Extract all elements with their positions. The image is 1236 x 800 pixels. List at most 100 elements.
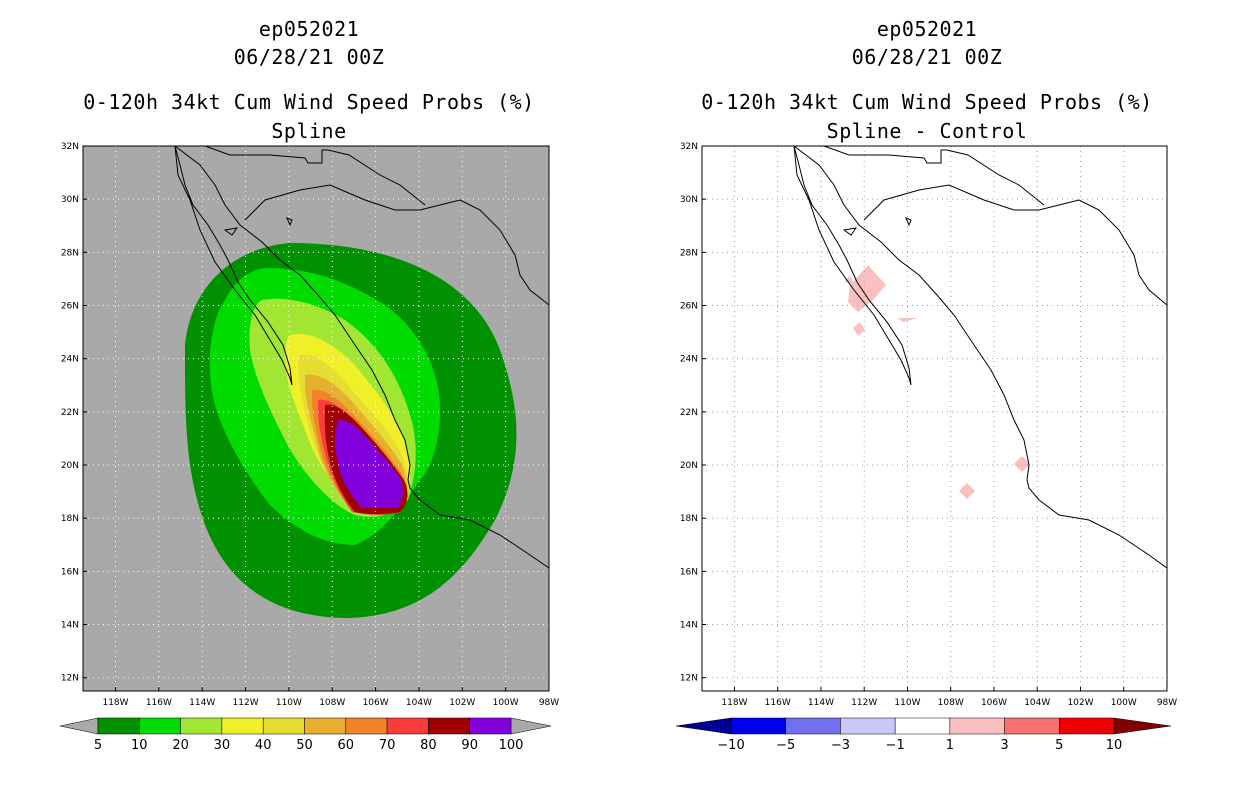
tick-label-y: 18N bbox=[61, 514, 79, 524]
colorbar-label: 80 bbox=[420, 738, 437, 753]
colorbar-label: −10 bbox=[717, 738, 744, 753]
colorbar-label: 60 bbox=[338, 738, 355, 753]
colorbar-swatch bbox=[894, 717, 951, 735]
tick-label-y: 26N bbox=[680, 302, 698, 312]
chart-title: 0-120h 34kt Cum Wind Speed Probs (%) bbox=[83, 90, 535, 114]
tick-label-y: 20N bbox=[61, 461, 79, 471]
difference-contours bbox=[844, 265, 1030, 499]
tick-label-x: 114W bbox=[189, 698, 215, 708]
colorbar-high-triangle bbox=[1113, 717, 1172, 735]
colorbar-swatch bbox=[386, 717, 429, 735]
tick-label-y: 32N bbox=[61, 142, 79, 152]
colorbar-label: 1 bbox=[946, 738, 954, 753]
diff-patch-diamond-2 bbox=[959, 483, 975, 499]
colorbar-swatch bbox=[730, 717, 786, 735]
tick-label-y: 12N bbox=[61, 674, 79, 684]
datetime: 06/28/21 00Z bbox=[851, 45, 1003, 69]
gridlines bbox=[83, 146, 549, 691]
datetime: 06/28/21 00Z bbox=[233, 45, 385, 69]
plot-frame bbox=[82, 145, 550, 692]
tick-label-x: 118W bbox=[721, 698, 747, 708]
x-axis-ticks: 118W 116W 114W 112W 110W 108W 106W 104W 102W 100W… bbox=[102, 687, 559, 708]
colorbar-low-triangle bbox=[675, 717, 732, 735]
colorbar-swatch bbox=[180, 717, 223, 735]
colorbar-swatch bbox=[1004, 717, 1060, 735]
colorbar-swatch bbox=[1059, 717, 1115, 735]
colorbar-swatch bbox=[221, 717, 264, 735]
tick-label-y: 14N bbox=[61, 621, 79, 631]
tick-label-y: 28N bbox=[61, 248, 79, 258]
storm-id: ep052021 bbox=[258, 17, 360, 41]
tick-label-y: 22N bbox=[680, 408, 698, 418]
tick-label-y: 18N bbox=[680, 514, 698, 524]
tick-label-y: 30N bbox=[61, 195, 79, 205]
tick-label-x: 104W bbox=[406, 698, 432, 708]
tick-label-x: 102W bbox=[449, 698, 475, 708]
tick-label-x: 106W bbox=[981, 698, 1007, 708]
colorbar-label: 10 bbox=[131, 738, 148, 753]
tick-label-x: 100W bbox=[1111, 698, 1137, 708]
diff-patch-diamond-1 bbox=[1014, 456, 1030, 472]
tick-label-x: 110W bbox=[276, 698, 302, 708]
gridlines bbox=[702, 146, 1167, 691]
diff-patch-sliver bbox=[898, 318, 918, 322]
tick-label-y: 26N bbox=[61, 302, 79, 312]
colorbar-label: 5 bbox=[94, 738, 102, 753]
map-background bbox=[702, 146, 1167, 691]
diff-patch-small-1 bbox=[853, 322, 865, 336]
colorbar-label: 30 bbox=[214, 738, 231, 753]
tick-label-y: 32N bbox=[680, 142, 698, 152]
tick-label-x: 112W bbox=[851, 698, 877, 708]
colorbar: 5 10 20 30 40 50 60 70 80 90 100 bbox=[59, 717, 552, 753]
colorbar-label: −1 bbox=[886, 738, 905, 753]
tick-label-x: 110W bbox=[894, 698, 920, 708]
colorbar-high-triangle bbox=[510, 717, 552, 735]
tick-label-y: 16N bbox=[61, 567, 79, 577]
colorbar-swatch bbox=[428, 717, 470, 735]
colorbar-swatch bbox=[345, 717, 388, 735]
tick-label-y: 14N bbox=[680, 621, 698, 631]
colorbar-label: 90 bbox=[461, 738, 478, 753]
colorbar-label: 5 bbox=[1055, 738, 1063, 753]
colorbar-swatch bbox=[840, 717, 896, 735]
tick-label-x: 108W bbox=[938, 698, 964, 708]
tick-label-x: 108W bbox=[319, 698, 345, 708]
diff-patch-small-2 bbox=[844, 276, 854, 284]
tick-label-x: 98W bbox=[539, 698, 559, 708]
colorbar-swatch bbox=[469, 717, 512, 735]
tick-label-x: 118W bbox=[102, 698, 128, 708]
colorbar-label: −5 bbox=[776, 738, 795, 753]
chart-panel-spline-control: ep052021 06/28/21 00Z 0-120h 34kt Cum Wi… bbox=[618, 0, 1236, 800]
tick-label-y: 30N bbox=[680, 195, 698, 205]
tick-label-y: 12N bbox=[680, 674, 698, 684]
plot-frame bbox=[701, 145, 1168, 692]
x-axis-ticks: 118W 116W 114W 112W 110W 108W 106W 104W 102W 100W… bbox=[721, 687, 1177, 708]
colorbar-swatch bbox=[262, 717, 305, 735]
y-axis-ticks: 32N 30N 28N 26N 24N 22N 20N 18N 16N 14N 12N bbox=[61, 142, 87, 684]
colorbar-label: 70 bbox=[379, 738, 396, 753]
colorbar-label: 20 bbox=[172, 738, 189, 753]
colorbar-label: 10 bbox=[1106, 738, 1123, 753]
map-plot-spline: 32N 30N 28N 26N 24N 22N 20N 18N 16N 14N 12N 118W 11… bbox=[59, 142, 559, 753]
chart-subtitle: Spline - Control bbox=[826, 119, 1028, 143]
colorbar-swatch bbox=[97, 717, 140, 735]
colorbar-label: 50 bbox=[296, 738, 313, 753]
tick-label-y: 28N bbox=[680, 248, 698, 258]
colorbar-label: 3 bbox=[1000, 738, 1008, 753]
colorbar: −10 −5 −3 −1 1 3 5 10 bbox=[675, 717, 1172, 753]
colorbar-label: 40 bbox=[255, 738, 272, 753]
tick-label-x: 102W bbox=[1067, 698, 1093, 708]
contour-90-100 bbox=[334, 419, 403, 508]
tick-label-x: 116W bbox=[146, 698, 172, 708]
tick-label-x: 116W bbox=[765, 698, 791, 708]
colorbar-label: −3 bbox=[831, 738, 850, 753]
tick-label-x: 98W bbox=[1157, 698, 1177, 708]
chart-subtitle: Spline bbox=[271, 119, 347, 143]
tick-label-y: 24N bbox=[61, 355, 79, 365]
tick-label-y: 24N bbox=[680, 355, 698, 365]
colorbar-label: 100 bbox=[499, 738, 524, 753]
tick-label-y: 22N bbox=[61, 408, 79, 418]
colorbar-swatch bbox=[949, 717, 1005, 735]
tick-label-x: 112W bbox=[233, 698, 259, 708]
